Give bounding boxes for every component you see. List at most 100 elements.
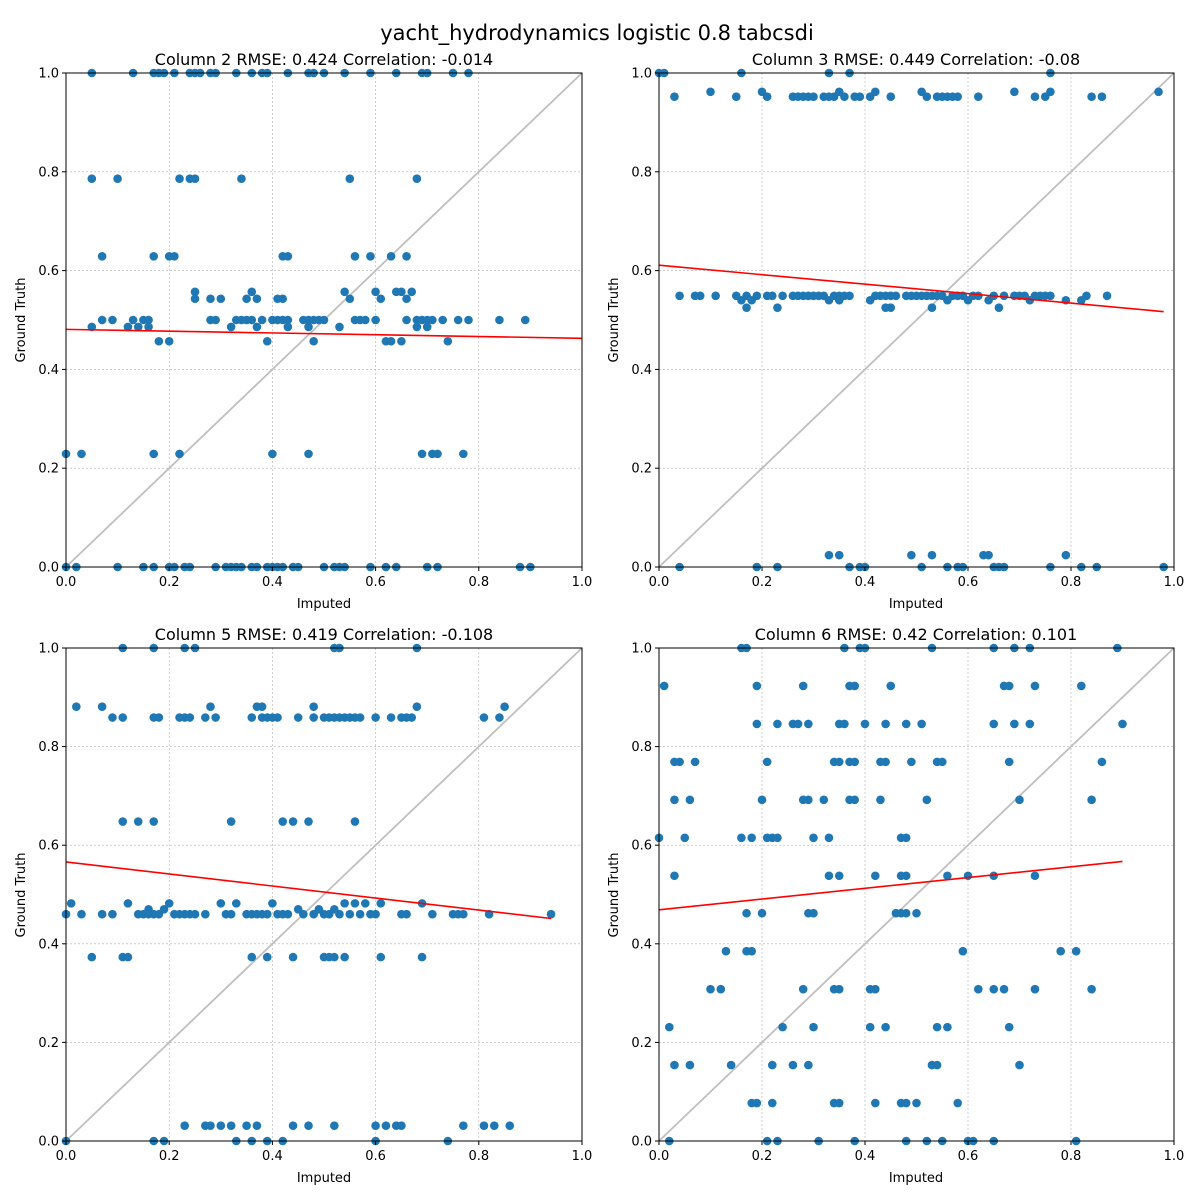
data-point [1097,92,1107,102]
data-point [108,315,117,325]
data-point [247,952,257,962]
data-point [809,92,818,102]
data-point [670,1060,679,1070]
data-point [762,757,772,767]
x-tick-label: 0.8 [468,1149,489,1164]
fit-line [658,860,1123,911]
subplot-column-6: 0.0 0.2 0.4 0.6 0.8 1.0 0.0 0.2 0.4 0.6 0.8 1.0 Col… [607,625,1184,1186]
data-point [242,294,251,304]
data-point [340,899,349,908]
data-point [268,899,277,908]
data-point [278,294,288,304]
plot-area: 0.0 0.2 0.4 0.6 0.8 1.0 0.0 0.2 0.4 0.6 0.8 1.0 [38,67,592,591]
data-point [1087,984,1096,994]
data-point [757,795,767,805]
subplot-title: Column 2 RMSE: 0.424 Correlation: -0.014 [155,50,493,69]
data-point [417,952,427,962]
data-point [464,315,473,325]
data-point [459,1121,468,1131]
data-point [170,251,179,261]
y-tick-label: 0.4 [631,363,652,378]
data-point [257,702,267,711]
data-point [402,315,411,325]
data-point [927,303,937,312]
data-point [1056,946,1065,956]
data-point [901,719,911,729]
x-axis-label: Imputed [889,597,943,612]
y-tick-label: 0.2 [38,1036,59,1051]
data-point [479,1121,489,1131]
data-point [860,719,870,729]
data-point [345,909,355,919]
data-point [164,336,174,346]
data-point [963,871,973,881]
data-point [901,871,911,881]
data-point [350,251,360,261]
axes-frame [65,72,583,568]
data-point [459,909,468,919]
data-point [1087,92,1096,102]
data-point [262,336,272,346]
data-point [901,908,911,918]
y-tick-label: 0.0 [38,1135,59,1150]
data-point [216,294,226,304]
x-tick-label: 1.0 [572,575,593,590]
data-point [932,1022,942,1032]
data-point [211,315,220,325]
data-point [97,315,107,325]
data-point [1015,1060,1024,1070]
data-point [871,871,880,881]
data-point [459,449,468,459]
figure-suptitle: yacht_hydrodynamics logistic 0.8 tabcsdi [380,21,814,46]
data-point [999,291,1009,301]
data-point [304,817,313,826]
y-tick-label: 0.8 [38,740,59,755]
data-point [417,449,427,459]
data-point [505,1121,515,1131]
data-point [804,1060,813,1070]
data-point [881,719,890,729]
fit-line [65,328,583,340]
axes-frame [658,72,1175,568]
data-point [670,92,679,102]
y-axis-label: Ground Truth [14,853,29,938]
data-point [865,1022,875,1032]
data-point [402,294,411,304]
data-point [247,713,257,722]
data-point [834,550,844,560]
data-point [711,291,720,301]
data-point [283,315,293,325]
data-point [773,719,782,729]
data-point [675,757,684,767]
data-point [283,322,293,332]
data-point [773,833,782,843]
y-axis-label: Ground Truth [607,853,622,938]
data-point [953,1098,962,1108]
data-point [252,294,262,304]
plot-area: 0.0 0.2 0.4 0.6 0.8 1.0 0.0 0.2 0.4 0.6 0.8 1.0 [38,642,592,1165]
data-point [989,871,999,881]
data-point [118,713,128,722]
y-tick-label: 0.8 [38,165,59,180]
data-point [1061,550,1071,560]
data-point [164,899,174,908]
data-point [809,908,818,918]
data-point [1004,681,1014,691]
x-tick-label: 1.0 [1164,575,1185,590]
data-point [226,322,236,332]
data-point [345,174,355,184]
x-tick-label: 1.0 [1164,1149,1185,1164]
data-point [850,757,859,767]
data-point [72,702,81,711]
x-tick-label: 0.0 [649,575,670,590]
data-point [299,909,308,919]
data-point [360,899,370,908]
x-tick-label: 0.6 [365,575,386,590]
x-tick-label: 0.6 [958,1149,979,1164]
y-tick-label: 0.6 [631,839,652,854]
data-point [824,871,834,881]
data-point [804,719,813,729]
data-point [128,315,138,325]
data-point [747,946,756,956]
data-point [958,946,968,956]
